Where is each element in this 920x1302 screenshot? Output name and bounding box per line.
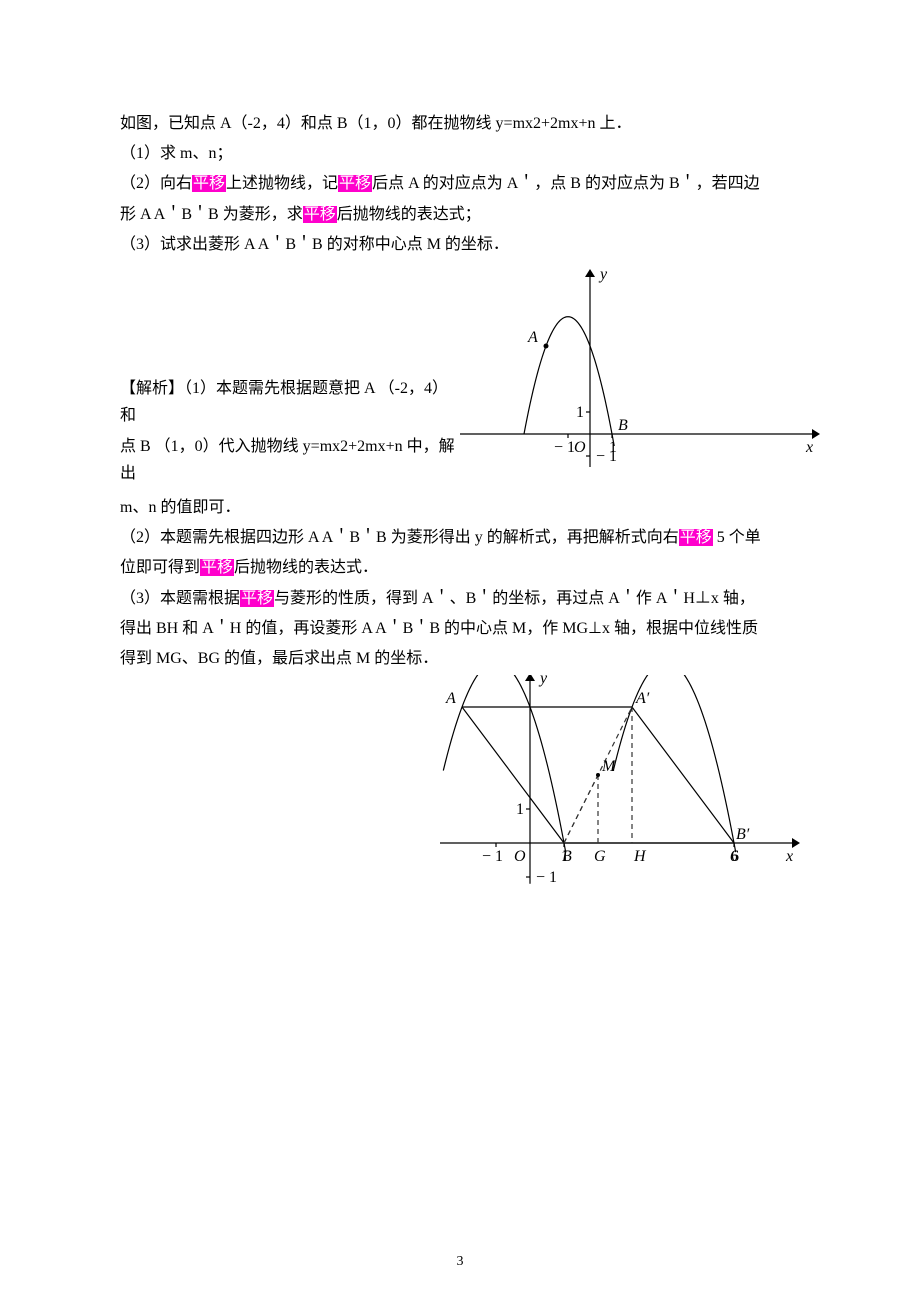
analysis-p3l1: （3）本题需根据平移与菱形的性质，得到 A＇、B＇的坐标，再过点 A＇作 A＇H… [120, 585, 800, 612]
highlight: 平移 [200, 559, 234, 576]
svg-text:− 1: − 1 [596, 448, 617, 465]
highlight: 平移 [338, 175, 372, 192]
problem-q2: （2）向右平移上述抛物线，记平移后点 A 的对应点为 A＇，点 B 的对应点为 … [120, 170, 800, 197]
svg-text:B′: B′ [736, 826, 750, 843]
analysis-p1a: 【解析】（1）本题需先根据题意把 A （-2，4）和 [120, 375, 460, 429]
problem-q2b: 形 A A＇B＇B 为菱形，求平移后抛物线的表达式； [120, 201, 800, 228]
svg-text:H: H [633, 848, 647, 865]
svg-text:y: y [538, 675, 548, 687]
analysis-p3l2: 得出 BH 和 A＇H 的值，再设菱形 A A＇B＇B 的中心点 M，作 MG⊥… [120, 615, 800, 642]
svg-text:A: A [445, 690, 456, 707]
problem-line1: 如图，已知点 A（-2，4）和点 B（1，0）都在抛物线 y=mx2+2mx+n… [120, 110, 800, 137]
analysis-p2l2: 位即可得到平移后抛物线的表达式． [120, 554, 800, 581]
svg-text:x: x [785, 848, 793, 865]
analysis-p2: （2）本题需先根据四边形 A A＇B＇B 为菱形得出 y 的解析式，再把解析式向… [120, 524, 800, 551]
highlight: 平移 [240, 590, 274, 607]
svg-text:B: B [618, 417, 628, 434]
analysis-p3l3: 得到 MG、BG 的值，最后求出点 M 的坐标． [120, 645, 800, 672]
svg-text:M: M [601, 758, 617, 775]
svg-text:6: 6 [730, 848, 738, 865]
svg-text:B: B [562, 848, 572, 865]
page-number: 3 [0, 1250, 920, 1274]
svg-text:y: y [598, 266, 608, 283]
problem-q1: （1）求 m、n； [120, 140, 800, 167]
svg-text:O: O [574, 439, 586, 456]
parabola-figure-1: − 11− 11OxyAB [460, 264, 820, 474]
highlight: 平移 [679, 529, 713, 546]
svg-text:1: 1 [516, 801, 524, 818]
figure-2-wrap: − 116− 11OxyAA′BB′MGH6 [120, 675, 800, 894]
highlight: 平移 [192, 175, 226, 192]
svg-text:G: G [594, 848, 606, 865]
svg-text:− 1: − 1 [482, 848, 503, 865]
svg-text:− 1: − 1 [536, 869, 557, 885]
svg-text:− 1: − 1 [554, 439, 575, 456]
parabola-figure-2: − 116− 11OxyAA′BB′MGH6 [440, 675, 800, 885]
svg-text:O: O [514, 848, 526, 865]
analysis-p1b: 点 B （1，0）代入抛物线 y=mx2+2mx+n 中，解出 [120, 433, 460, 487]
figure-1: − 11− 11OxyAB [460, 264, 820, 483]
svg-text:A′: A′ [635, 690, 650, 707]
svg-text:1: 1 [576, 404, 584, 421]
highlight: 平移 [303, 206, 337, 223]
problem-q3: （3）试求出菱形 A A＇B＇B 的对称中心点 M 的坐标． [120, 231, 800, 258]
svg-text:x: x [805, 439, 813, 456]
analysis-p1c: m、n 的值即可． [120, 494, 800, 521]
svg-text:A: A [527, 329, 538, 346]
